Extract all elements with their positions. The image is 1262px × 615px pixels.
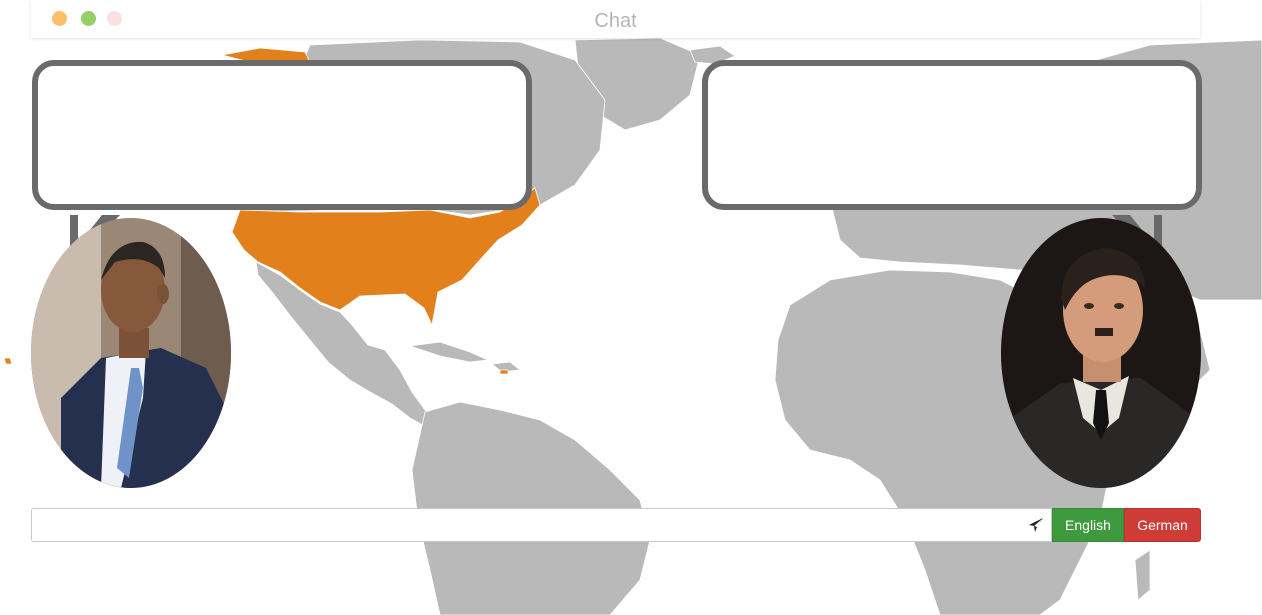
right-speaker-avatar bbox=[1001, 218, 1201, 488]
map-hawaii bbox=[3, 357, 13, 365]
paper-plane-icon[interactable] bbox=[1028, 517, 1044, 533]
window-title-bar: Chat bbox=[31, 0, 1200, 38]
close-window-button[interactable] bbox=[52, 11, 67, 26]
minimize-window-button[interactable] bbox=[81, 11, 96, 26]
message-composer bbox=[31, 508, 1052, 542]
left-speaker-avatar bbox=[31, 218, 231, 488]
window-title: Chat bbox=[594, 10, 637, 32]
map-usa bbox=[231, 187, 541, 327]
map-puerto-rico bbox=[499, 369, 509, 375]
german-language-button[interactable]: German bbox=[1124, 508, 1201, 542]
map-madagascar bbox=[1134, 549, 1151, 601]
maximize-window-button[interactable] bbox=[107, 11, 122, 26]
obama-portrait-image bbox=[31, 218, 231, 488]
right-speech-bubble bbox=[702, 60, 1202, 210]
map-cuba bbox=[409, 341, 490, 363]
map-hispaniola bbox=[490, 361, 522, 373]
left-speech-bubble bbox=[32, 60, 532, 210]
hitler-portrait-image bbox=[1001, 218, 1201, 488]
english-language-button[interactable]: English bbox=[1052, 508, 1124, 542]
message-input[interactable] bbox=[31, 508, 1052, 542]
